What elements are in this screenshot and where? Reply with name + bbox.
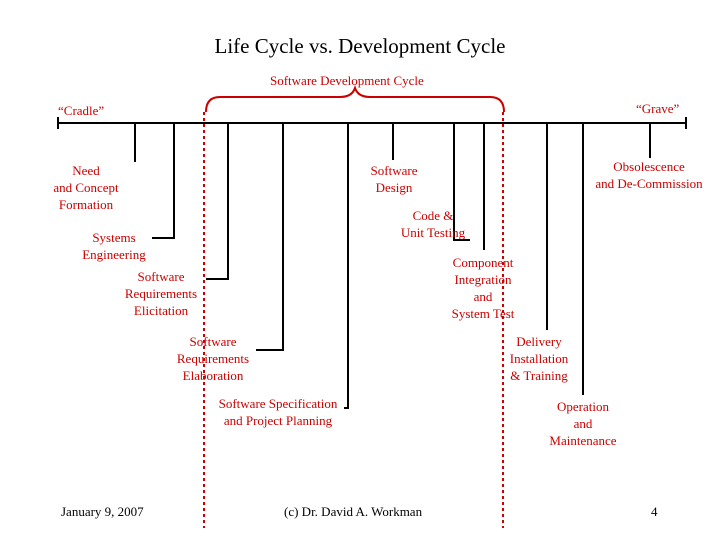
connector-req-elicitation: [206, 123, 229, 280]
connector-code-test: [453, 123, 470, 241]
phase-integration-system-test: Component Integration and System Test: [451, 255, 515, 321]
phase-requirements-elaboration: Software Requirements Elaboration: [176, 334, 250, 383]
connector-req-elaboration: [256, 123, 284, 351]
phase-specification-planning: Software Specification and Project Plann…: [218, 396, 338, 428]
phase-software-design: Software Design: [370, 163, 418, 195]
footer-date: January 9, 2007: [61, 504, 144, 519]
phase-delivery-installation: Delivery Installation & Training: [509, 334, 569, 383]
phase-code-unit-testing: Code & Unit Testing: [400, 208, 466, 240]
connector-spec-planning: [344, 123, 349, 409]
connector-systems: [152, 123, 175, 239]
development-cycle-label: Software Development Cycle: [270, 73, 424, 88]
footer-author: (c) Dr. David A. Workman: [284, 504, 423, 519]
cradle-label: “Cradle”: [58, 103, 105, 118]
footer-page-number: 4: [651, 504, 658, 519]
grave-label: “Grave”: [636, 101, 680, 116]
phase-obsolescence: Obsolescence and De-Commission: [595, 159, 703, 191]
phase-operation-maintenance: Operation and Maintenance: [549, 399, 617, 448]
phase-systems-engineering: Systems Engineering: [82, 230, 146, 262]
development-cycle-bracket: [205, 84, 505, 113]
phase-need-concept: Need and Concept Formation: [53, 163, 119, 212]
slide-title: Life Cycle vs. Development Cycle: [214, 34, 506, 58]
phase-requirements-elicitation: Software Requirements Elicitation: [124, 269, 198, 318]
